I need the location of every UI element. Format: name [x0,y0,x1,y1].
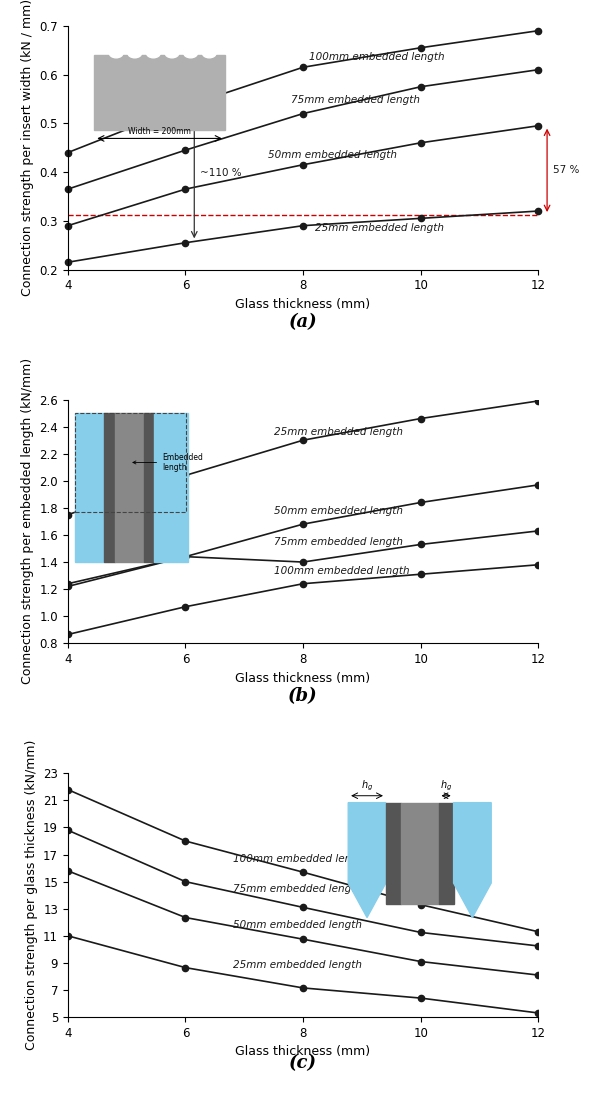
Text: (b): (b) [288,687,318,705]
X-axis label: Glass thickness (mm): Glass thickness (mm) [235,297,371,310]
Text: 50mm embedded length: 50mm embedded length [274,506,403,516]
Text: 25mm embedded length: 25mm embedded length [274,427,403,437]
Text: ~110 %: ~110 % [200,168,242,178]
Text: 50mm embedded length: 50mm embedded length [268,150,397,160]
Y-axis label: Connection strength per embedded length (kN/mm): Connection strength per embedded length … [21,359,34,684]
X-axis label: Glass thickness (mm): Glass thickness (mm) [235,1045,371,1058]
Text: (a): (a) [289,314,317,331]
Text: 57 %: 57 % [553,165,580,175]
Text: 100mm embedded length: 100mm embedded length [274,565,409,576]
Text: 75mm embedded length: 75mm embedded length [292,95,421,105]
Y-axis label: Connection strength per insert width (kN / mm): Connection strength per insert width (kN… [21,0,34,296]
Text: 25mm embedded length: 25mm embedded length [315,223,444,233]
Text: 75mm embedded length: 75mm embedded length [274,537,403,548]
X-axis label: Glass thickness (mm): Glass thickness (mm) [235,671,371,684]
Text: 75mm embedded length: 75mm embedded length [233,884,362,894]
Text: 100mm embedded length: 100mm embedded length [309,52,445,62]
Text: 25mm embedded length: 25mm embedded length [233,960,362,969]
Text: 50mm embedded length: 50mm embedded length [233,920,362,930]
Y-axis label: Connection strength per glass thickness (kN/mm): Connection strength per glass thickness … [25,740,38,1050]
Text: 100mm embedded length: 100mm embedded length [233,854,368,865]
Text: (c): (c) [289,1054,317,1071]
